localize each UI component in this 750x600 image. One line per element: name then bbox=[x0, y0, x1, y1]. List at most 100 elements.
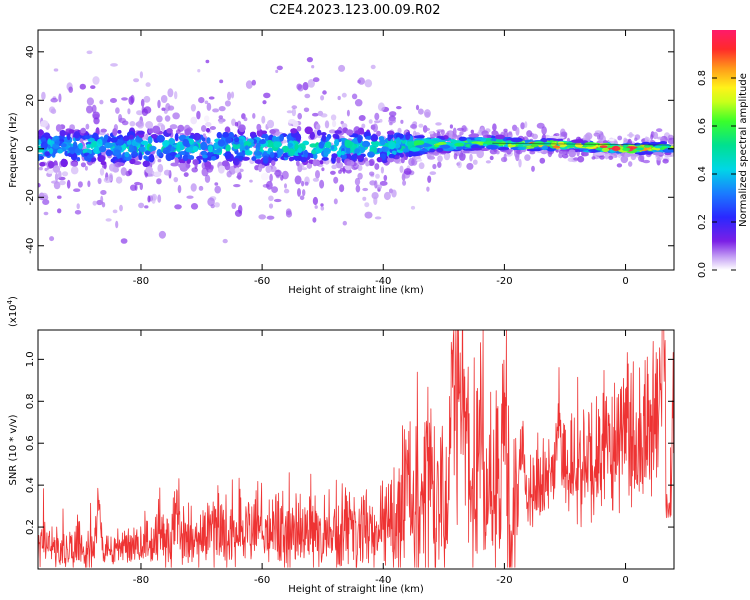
spectrogram-cell bbox=[87, 137, 95, 143]
spectrogram-haze-blob bbox=[453, 153, 458, 160]
spectrogram-cell bbox=[145, 166, 153, 174]
spectrogram-haze-blob bbox=[333, 198, 338, 205]
spectrogram-haze-blob bbox=[268, 203, 274, 209]
spectrogram-haze-blob bbox=[418, 108, 424, 115]
spectrogram-haze-blob bbox=[92, 200, 97, 206]
snr-x-label: Height of straight line (km) bbox=[288, 584, 424, 595]
spectrogram-cell bbox=[52, 165, 60, 173]
spectrogram-cell bbox=[436, 147, 444, 152]
spectrogram-haze-blob bbox=[389, 122, 393, 126]
spectrogram-haze-blob bbox=[375, 173, 380, 179]
spectrogram-haze-blob bbox=[77, 181, 83, 188]
spectrogram-cell bbox=[635, 147, 644, 151]
spectrogram-cell bbox=[317, 129, 322, 136]
spectrogram-cell bbox=[201, 125, 207, 132]
spectrogram-haze-blob bbox=[79, 83, 87, 90]
spectrogram-cell bbox=[174, 133, 179, 142]
colorbar-tick-label: 0.2 bbox=[697, 214, 708, 230]
spectrogram-haze-blob bbox=[145, 82, 151, 87]
spectrogram-haze-blob bbox=[321, 167, 325, 172]
spectrogram-haze-blob bbox=[650, 134, 654, 140]
spectrogram-cell bbox=[295, 133, 302, 142]
spectrogram-haze-blob bbox=[174, 91, 178, 100]
spectrogram-haze-blob bbox=[656, 136, 663, 140]
spectrogram-cell bbox=[124, 151, 130, 158]
spectrogram-haze-blob bbox=[49, 236, 55, 242]
spectrogram-haze-blob bbox=[54, 172, 59, 182]
spectrogram-haze-blob bbox=[214, 202, 220, 208]
spectrogram-cell bbox=[568, 149, 576, 154]
x-tick-label: -80 bbox=[133, 575, 149, 586]
spectrogram-haze-blob bbox=[671, 138, 674, 144]
spectrogram-haze-blob bbox=[524, 154, 531, 162]
spectrogram-cell bbox=[387, 135, 392, 142]
spectrogram-cell bbox=[256, 129, 263, 137]
spectrogram-haze-blob bbox=[402, 180, 407, 186]
spectrogram-cell bbox=[158, 152, 163, 158]
spectrogram-haze-blob bbox=[391, 189, 397, 198]
spectrogram-haze-blob bbox=[489, 148, 498, 155]
spectrogram-cell bbox=[112, 166, 119, 173]
spectrogram-haze-blob bbox=[102, 164, 107, 169]
spectrogram-haze-blob bbox=[423, 109, 431, 118]
spectrogram-haze-blob bbox=[144, 205, 149, 209]
spectrogram-haze-blob bbox=[228, 165, 236, 175]
spectrogram-haze-blob bbox=[320, 206, 325, 211]
spectrogram-haze-blob bbox=[266, 180, 273, 190]
spectrogram-cell bbox=[100, 161, 107, 166]
spectrogram-cell bbox=[350, 154, 358, 160]
spectrogram-cell bbox=[234, 167, 240, 174]
spectrogram-cell bbox=[182, 154, 189, 161]
spectrogram-cell bbox=[288, 148, 295, 157]
spectrogram-haze-blob bbox=[415, 104, 420, 111]
spectrogram-cell bbox=[86, 143, 91, 149]
spectrogram-cell bbox=[49, 147, 53, 155]
spectrogram-haze-blob bbox=[410, 205, 416, 210]
spectrogram-cell bbox=[218, 165, 225, 174]
spectrogram-haze-blob bbox=[354, 99, 363, 107]
spectrogram-cell bbox=[76, 157, 81, 162]
spectrogram-panel: -80 -60 -40 -20 0 -40 -20 0 20 40 Height of stra… bbox=[8, 29, 675, 296]
spectrogram-haze-blob bbox=[302, 189, 306, 197]
spectrogram-cell bbox=[286, 134, 292, 140]
spectrogram-haze-blob bbox=[503, 153, 507, 162]
spectrogram-haze-blob bbox=[560, 131, 568, 137]
spectrogram-cell bbox=[315, 123, 321, 130]
spectrogram-haze-blob bbox=[105, 218, 112, 222]
spectrogram-haze-blob bbox=[567, 157, 575, 162]
spectrogram-cell bbox=[69, 147, 76, 155]
spectrogram-haze-blob bbox=[197, 69, 201, 73]
spectrogram-haze-blob bbox=[415, 132, 420, 136]
spectrogram-haze-blob bbox=[87, 180, 91, 188]
spectrogram-haze-blob bbox=[198, 97, 205, 104]
spectrogram-haze-blob bbox=[258, 214, 267, 220]
spectrogram-cell bbox=[335, 161, 344, 169]
spectrogram-haze-blob bbox=[58, 93, 62, 103]
spectrogram-cell bbox=[46, 169, 54, 174]
spectrogram-haze-blob bbox=[296, 83, 303, 90]
spectrogram-haze-blob bbox=[297, 112, 303, 120]
spectrogram-cell bbox=[486, 134, 492, 139]
spectrogram-haze-blob bbox=[526, 130, 533, 138]
spectrogram-haze-blob bbox=[372, 123, 379, 133]
spectrogram-cell bbox=[258, 139, 267, 145]
spectrogram-haze-blob bbox=[620, 155, 629, 164]
spectrogram-cell bbox=[269, 151, 275, 158]
spectrogram-haze-blob bbox=[307, 79, 315, 88]
spectrogram-cell bbox=[405, 152, 410, 158]
spectrogram-haze-blob bbox=[269, 173, 273, 182]
spectrogram-cell bbox=[594, 152, 606, 156]
spectrogram-cell bbox=[71, 161, 79, 167]
spectrogram-cell bbox=[148, 154, 155, 163]
spectrogram-cell bbox=[292, 120, 299, 128]
spectrogram-haze-blob bbox=[233, 184, 241, 188]
spectrogram-haze-blob bbox=[43, 211, 49, 216]
spectrogram-cell bbox=[341, 123, 348, 129]
spectrogram-haze-blob bbox=[86, 50, 93, 55]
spectrogram-cell bbox=[296, 126, 302, 132]
spectrogram-cell bbox=[300, 156, 308, 163]
spectrogram-cell bbox=[185, 163, 191, 169]
spectrogram-haze-blob bbox=[190, 104, 196, 112]
spectrogram-cell bbox=[379, 138, 386, 146]
spectrogram-haze-blob bbox=[110, 98, 117, 103]
